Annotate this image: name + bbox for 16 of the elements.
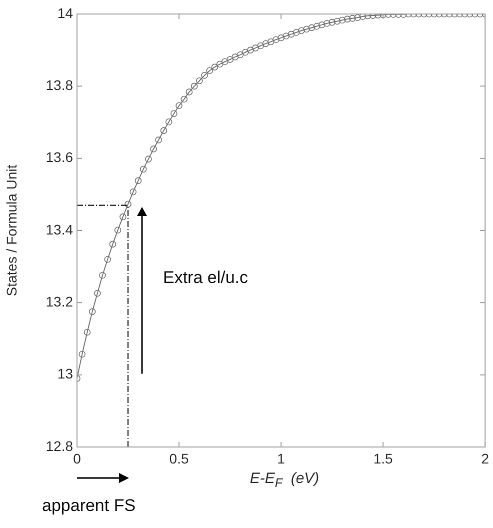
x-tick-label: 2 <box>481 450 490 466</box>
y-tick-label: 14 <box>57 4 74 21</box>
y-tick-label: 13.6 <box>46 149 74 166</box>
y-tick-label: 13.8 <box>46 77 74 94</box>
x-tick-label: 0 <box>73 450 82 466</box>
x-tick-label: 1.5 <box>373 450 394 466</box>
annotation: Extra el/u.c <box>163 268 248 288</box>
x-tick-label: 0.5 <box>169 450 189 466</box>
y-tick-label: 12.8 <box>46 438 74 454</box>
y-axis-title: States / Formula Unit <box>3 164 20 296</box>
text: apparent FS <box>42 496 136 516</box>
y-tick-label: 13 <box>57 366 74 382</box>
x-axis-title: E-E$_{F}$ (eV) <box>248 470 320 490</box>
y-tick-label: 13.4 <box>46 221 74 238</box>
x-tick-label: 1 <box>277 450 286 466</box>
y-tick-label: 13.2 <box>46 294 74 310</box>
